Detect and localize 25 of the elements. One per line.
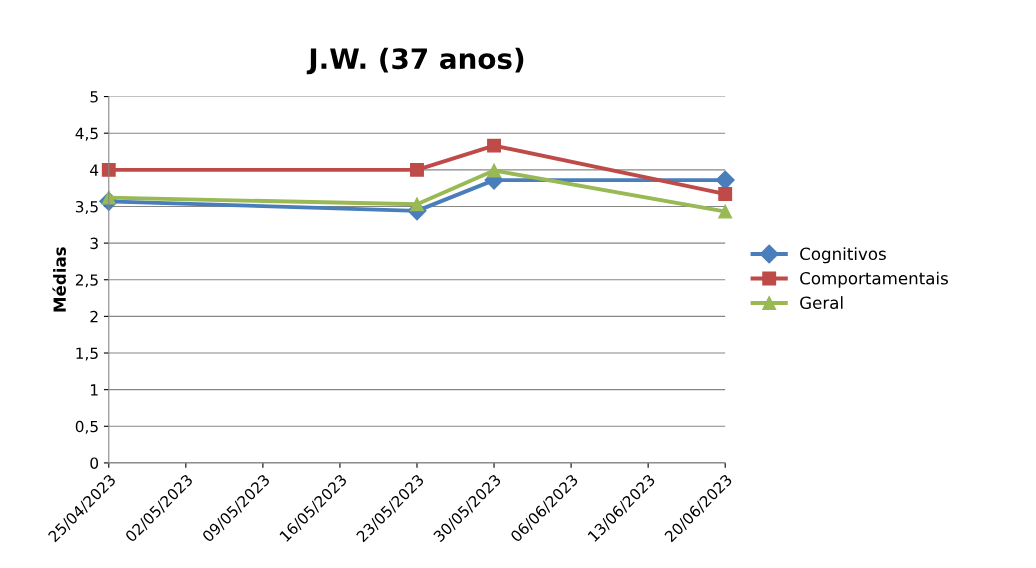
legend-label: Cognitivos <box>800 247 886 264</box>
point <box>410 162 424 177</box>
point <box>487 138 501 153</box>
y-tick-label: 0 <box>90 457 99 469</box>
y-tick-label: 1 <box>91 384 98 396</box>
chart-title: J.W. (37 anos) <box>306 47 524 75</box>
y-tick-label: 2 <box>90 310 98 323</box>
point <box>410 197 424 212</box>
y-tick-label: 5 <box>90 91 98 103</box>
legend-label: Comportamentais <box>800 271 948 288</box>
y-tick-label: 3,5 <box>75 200 98 215</box>
y-tick-label: 0,5 <box>75 420 98 434</box>
y-tick-label: 3 <box>90 237 98 250</box>
y-tick-label: 4,5 <box>75 127 98 141</box>
point <box>101 162 116 177</box>
y-tick-label: 4 <box>90 164 99 176</box>
point <box>718 187 733 201</box>
legend-label: Geral <box>800 296 843 310</box>
point <box>487 163 501 178</box>
point <box>718 204 733 219</box>
y-axis-title: Médias <box>52 247 66 312</box>
y-tick-label: 1,5 <box>76 347 98 361</box>
point <box>715 170 735 190</box>
point <box>101 190 116 205</box>
y-tick-label: 2,5 <box>75 274 98 288</box>
